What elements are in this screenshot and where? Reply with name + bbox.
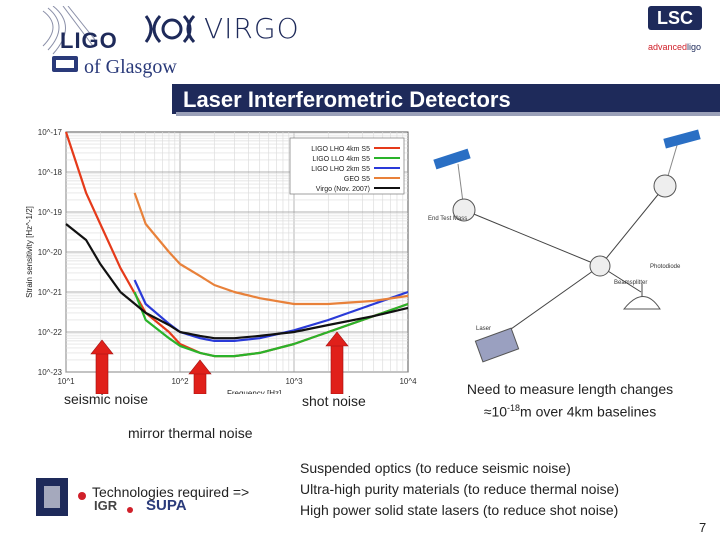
tech-item: Ultra-high purity materials (to reduce t… — [300, 481, 620, 497]
y-tick-label: 10^-21 — [38, 288, 63, 297]
y-axis-label: Strain sensitivity [Hz^-1/2] — [25, 206, 34, 298]
legend-label: LIGO LLO 4km S5 — [312, 156, 370, 163]
y-tick-label: 10^-20 — [38, 248, 63, 257]
technologies-required-label: Technologies required => — [92, 484, 250, 500]
end-test-mass-label: End Test Mass — [428, 216, 467, 222]
legend-label: LIGO LHO 4km S5 — [311, 146, 370, 153]
advanced-ligo-logo: advancedligo — [648, 42, 701, 52]
need-line-1: Need to measure length changes — [466, 381, 674, 397]
red-arrow-shaft — [95, 351, 109, 394]
virgo-logo: VIRGO — [140, 12, 300, 46]
red-arrow-shaft — [330, 343, 344, 394]
glasgow-logo-text: of Glasgow — [84, 56, 177, 78]
supa-logo: SUPA — [146, 497, 187, 514]
y-tick-label: 10^-23 — [38, 368, 63, 377]
virgo-wave-icon — [144, 14, 196, 44]
series-line — [133, 291, 409, 358]
y-tick-label: 10^-19 — [38, 208, 63, 217]
series-line — [133, 279, 409, 342]
y-tick-label: 10^-18 — [38, 168, 63, 177]
sensitivity-chart-svg: 10^1 10^2 10^3 10^4 10^-17 10^-18 10^-19 10^-20… — [25, 128, 417, 394]
x-tick-label: 10^1 — [57, 377, 75, 386]
laser-icon — [474, 327, 520, 363]
glasgow-crest-icon — [52, 56, 78, 72]
x-tick-label: 10^2 — [171, 377, 189, 386]
need-rest: m over 4km baselines — [520, 403, 657, 420]
slide-title: Laser Interferometric Detectors — [183, 87, 511, 112]
x-tick-label: 10^3 — [285, 377, 303, 386]
interferometer-diagram: End Test Mass Photodiode Beamsplitter La… — [418, 124, 718, 374]
ligo-logo-text: LIGO — [60, 28, 118, 53]
laser-beam-paths — [463, 185, 666, 335]
end-test-mass-right — [653, 174, 677, 198]
beamsplitter-label: Beamsplitter — [614, 280, 647, 286]
end-mirror-left — [433, 148, 471, 170]
need-exponent: -18 — [507, 403, 521, 413]
y-tick-label: 10^-17 — [38, 128, 63, 137]
sensitivity-chart: 10^1 10^2 10^3 10^4 10^-17 10^-18 10^-19 10^-20… — [24, 124, 419, 394]
end-test-mass-left — [452, 198, 476, 222]
advanced-ligo-text-b: ligo — [687, 42, 702, 52]
mirror-thermal-noise-label: mirror thermal noise — [128, 425, 253, 441]
series-line — [65, 223, 409, 340]
page-number: 7 — [699, 520, 707, 535]
advanced-ligo-text-a: advanced — [648, 42, 688, 52]
red-arrow-head — [90, 339, 114, 355]
title-bar — [172, 84, 720, 114]
red-arrow-head — [325, 331, 349, 347]
photodiode-label: Photodiode — [650, 264, 681, 270]
shot-noise-label: shot noise — [302, 393, 366, 409]
tech-item: High power solid state lasers (to reduce… — [300, 502, 619, 518]
measurement-requirement: Need to measure length changes ≈10-18m o… — [440, 380, 700, 422]
beamsplitter-mass — [589, 255, 611, 277]
legend-label: LIGO LHO 2km S5 — [311, 166, 370, 173]
bullet-icon — [78, 492, 86, 500]
suspension-wires — [457, 141, 679, 211]
lsc-logo-text: LSC — [648, 6, 702, 30]
series-line — [133, 192, 409, 306]
title-shadow — [176, 112, 720, 116]
x-axis-label: Frequency [Hz] — [227, 389, 281, 394]
bottom-logos: IGR SUPA — [34, 476, 194, 520]
laser-label: Laser — [476, 326, 491, 332]
need-line-2: ≈10-18m over 4km baselines — [440, 399, 700, 422]
igr-logo: IGR — [94, 498, 118, 513]
virgo-logo-text: VIRGO — [204, 12, 300, 45]
red-arrow-shaft — [193, 371, 207, 394]
ligo-glasgow-logo: LIGO of Glasgow — [38, 6, 178, 78]
technologies-list: Suspended optics (to reduce seismic nois… — [300, 458, 619, 521]
photodiode-icon — [622, 296, 661, 310]
end-mirror-right — [663, 129, 701, 149]
tech-item: Suspended optics (to reduce seismic nois… — [300, 460, 571, 476]
legend-label: Virgo (Nov. 2007) — [316, 186, 370, 193]
red-arrow-head — [188, 359, 212, 375]
seismic-noise-label: seismic noise — [64, 391, 149, 407]
y-tick-label: 10^-22 — [38, 328, 63, 337]
ligo-wave-icon — [42, 6, 97, 55]
x-tick-label: 10^4 — [399, 377, 417, 386]
legend-label: GEO S5 — [344, 176, 370, 183]
lsc-advanced-ligo-logo: LSC advancedligo — [640, 6, 714, 54]
need-prefix: ≈10 — [483, 403, 508, 420]
